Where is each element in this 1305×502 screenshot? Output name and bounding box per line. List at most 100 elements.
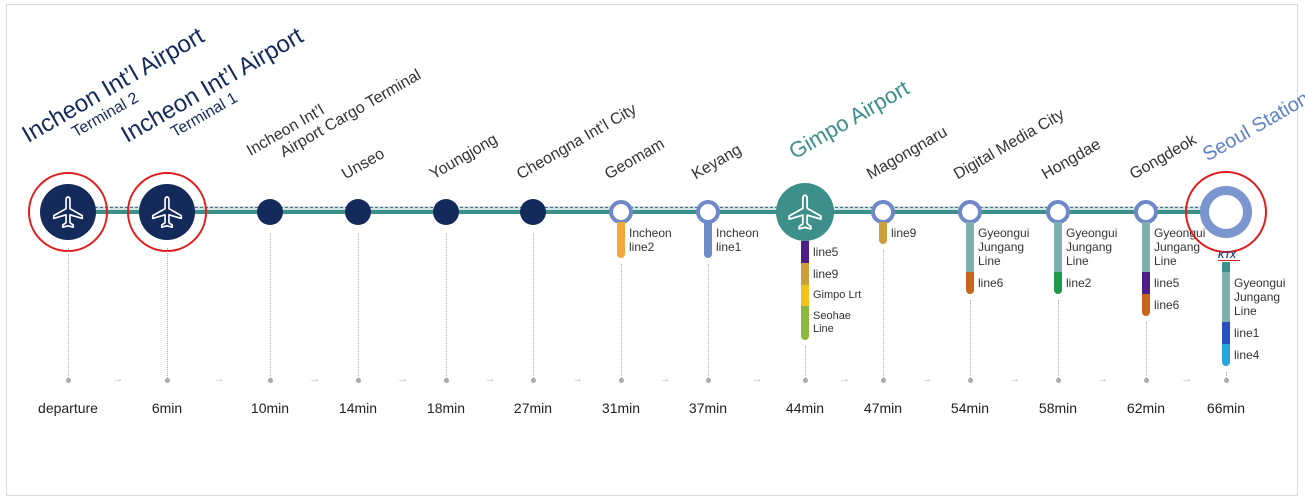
transfer-segment [801,241,809,263]
transfer-label: line2 [1066,276,1091,290]
transfer-label-line: Gyeongui [1234,276,1286,290]
travel-time-s7: 37min [688,400,728,416]
timeline-arrow: → [484,373,496,385]
station-node-s4[interactable] [433,199,459,225]
travel-time-s0: departure [38,400,98,416]
timeline-dot [164,377,170,383]
ktx-logo: KTX [1218,250,1240,261]
transfer-label-line: Line [1234,304,1257,318]
express-dashed-line [60,207,1228,208]
timeline-arrow: → [397,373,408,385]
transfer-label: line4 [1234,348,1259,362]
station-node-s8[interactable] [776,183,834,241]
station-node-s2[interactable] [257,199,283,225]
timeline-dot [880,377,886,383]
transfer-segment [966,222,974,272]
timeline-arrow: → [112,373,124,385]
timeline-dot [1223,377,1229,383]
transfer-segment [801,306,809,340]
transfer-label-line: line5 [1154,276,1180,290]
travel-time-s6: 31min [601,400,641,416]
drop-line [883,250,884,380]
transfer-label: Gimpo Lrt [813,289,861,302]
timeline-arrow: → [751,373,763,385]
transfer-segment [1222,272,1230,322]
transfer-label-line: Gyeongui [1066,226,1118,240]
transfer-segment [1142,222,1150,272]
transfer-label-line: Gimpo Lrt [813,289,862,301]
transfer-segment [879,222,887,244]
drop-line [708,264,709,380]
airplane-icon [788,194,822,230]
timeline-dot [618,377,624,383]
transfer-label-line: line1 [1234,326,1260,340]
transfer-label-line: Line [1066,254,1089,268]
drop-line [1226,372,1227,380]
transfer-label-line: line1 [716,240,742,254]
transfer-segment [966,272,974,294]
diagram-frame [6,4,1298,496]
travel-time-s2: 10min [250,400,290,416]
station-node-s12[interactable] [1134,200,1158,224]
transfer-segment [704,222,712,258]
timeline-arrow: → [1097,373,1108,385]
timeline-arrow: → [1181,373,1192,385]
timeline-dot [530,377,536,383]
transfer-label: line6 [978,276,1003,290]
transfer-label-line: line6 [1154,298,1180,312]
transfer-segment [801,263,809,285]
travel-time-s11: 58min [1038,400,1078,416]
drop-line [68,248,69,380]
drop-line [970,300,971,380]
station-node-s7[interactable] [696,200,720,224]
timeline-arrow: → [572,373,583,385]
transfer-label: line9 [891,226,916,240]
transfer-label-line: Jungang [978,240,1025,254]
transfer-label: Incheon line1 [716,226,759,254]
travel-time-s9: 47min [863,400,903,416]
transfer-label-line: line5 [813,245,839,259]
station-node-s3[interactable] [345,199,371,225]
track-line [60,210,1228,214]
timeline-arrow: → [1009,373,1020,385]
transfer-segment [1054,272,1062,294]
transfer-label: Gyeongui Jungang Line [1066,226,1117,268]
travel-time-s10: 54min [950,400,990,416]
timeline-dot [355,377,361,383]
station-node-s5[interactable] [520,199,546,225]
transfer-label-line: line9 [813,267,839,281]
travel-time-s13: 66min [1206,400,1246,416]
transfer-segment [801,285,809,306]
transfer-label-line: Incheon [629,226,672,240]
timeline-dot [1143,377,1149,383]
drop-line [1146,322,1147,380]
transfer-label: Incheon line2 [629,226,672,254]
transfer-label-line: Line [1154,254,1177,268]
station-node-s9[interactable] [871,200,895,224]
transfer-segment [1054,222,1062,272]
transfer-label: line1 [1234,326,1259,340]
station-node-s10[interactable] [958,200,982,224]
station-node-s11[interactable] [1046,200,1070,224]
transfer-label: line5 [1154,276,1179,290]
drop-line [805,346,806,380]
transfer-label: line9 [813,267,838,281]
transfer-segment [1222,322,1230,344]
station-node-s6[interactable] [609,200,633,224]
transfer-segment [1142,294,1150,316]
highlight-circle [127,172,207,252]
drop-line [270,233,271,380]
travel-time-s3: 14min [338,400,378,416]
timeline-arrow: → [921,373,933,385]
timeline-dot [1055,377,1061,383]
drop-line [533,233,534,380]
transfer-label-line: Incheon [716,226,759,240]
transfer-label: Gyeongui Jungang Line [978,226,1029,268]
drop-line [358,233,359,380]
transfer-label-line: Line [813,323,834,335]
transfer-segment-ktx [1222,262,1230,272]
transfer-label-line: line6 [978,276,1004,290]
timeline-arrow: → [309,373,320,385]
highlight-circle [28,172,108,252]
timeline-arrow: → [839,373,850,385]
